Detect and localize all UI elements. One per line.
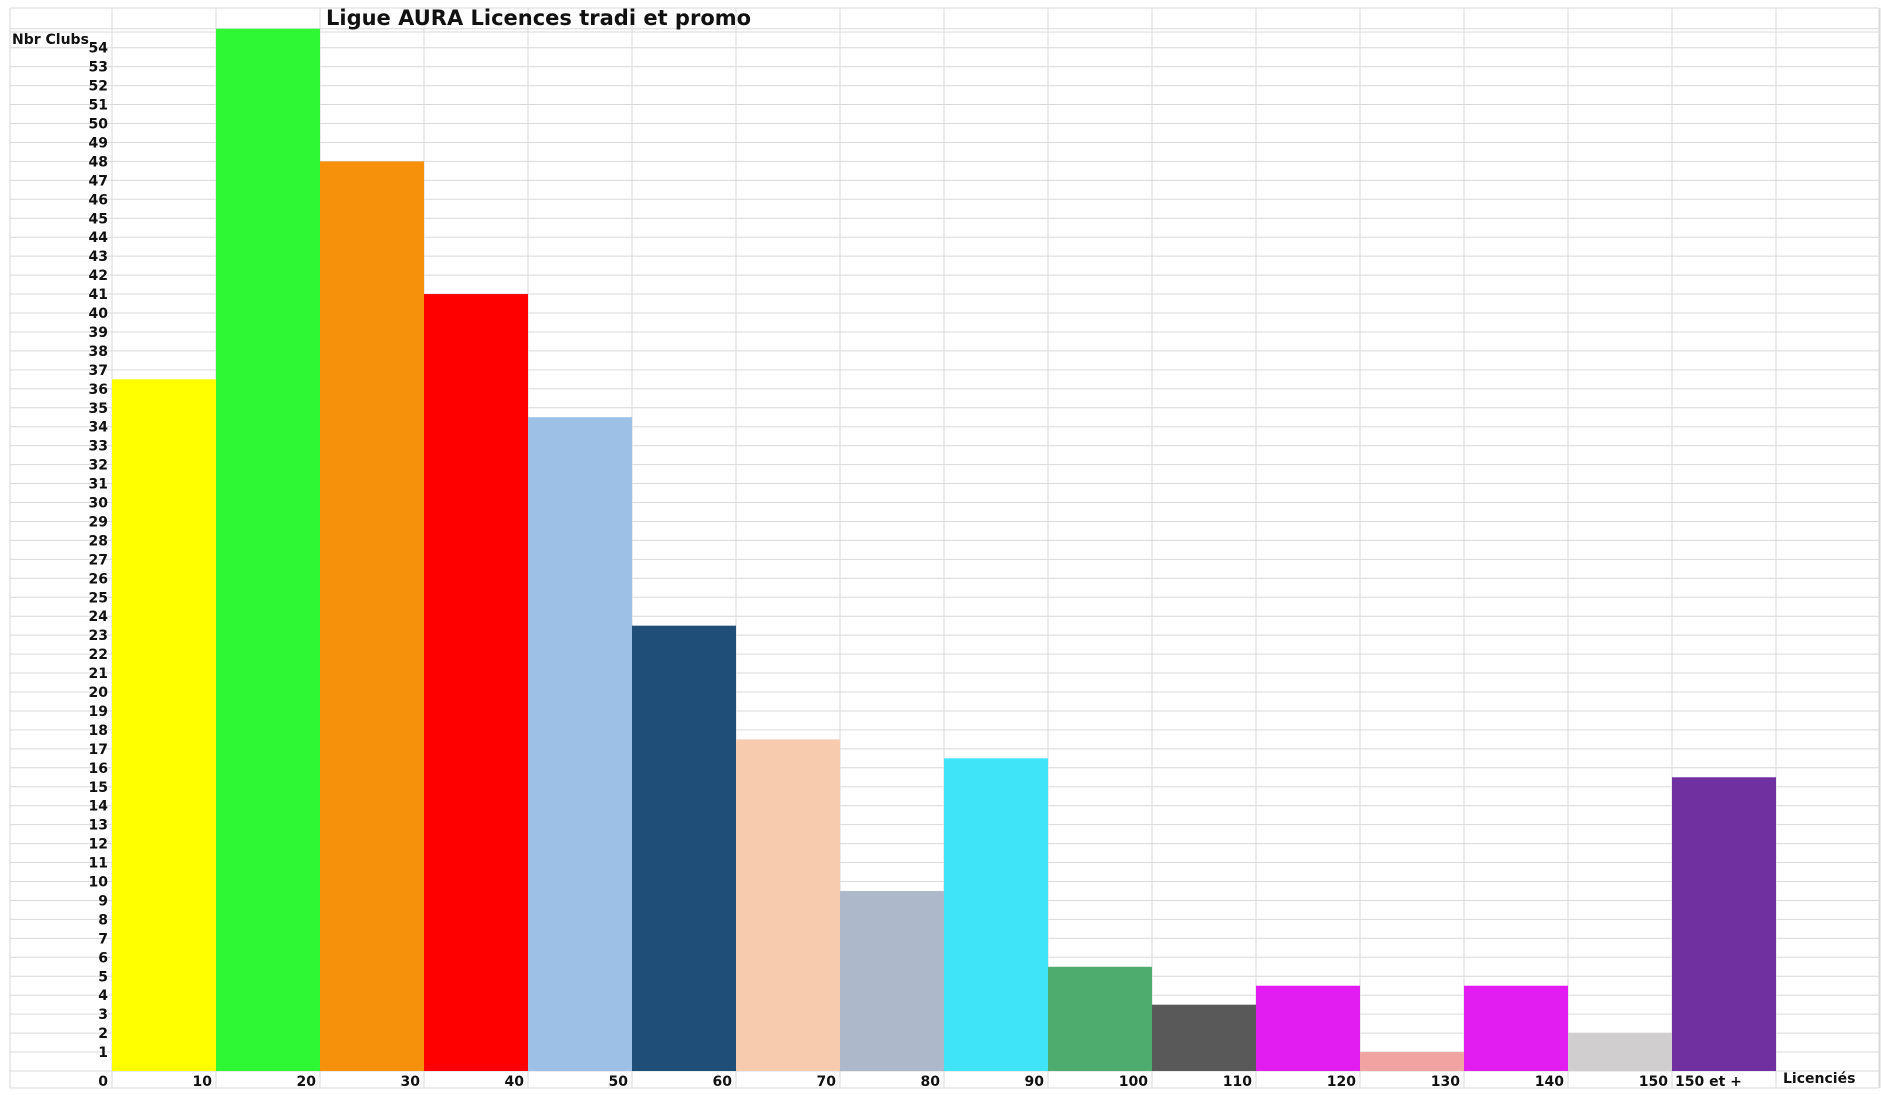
- y-tick-label: 39: [89, 325, 108, 341]
- y-tick-label: 48: [89, 154, 108, 170]
- bar-20-30: [320, 161, 424, 1071]
- y-tick-label: 36: [89, 382, 108, 398]
- y-tick-labels: 1234567891011121314151617181920212223242…: [89, 41, 109, 1061]
- y-tick-label: 24: [89, 609, 109, 625]
- y-tick-label: 37: [89, 363, 108, 379]
- y-tick-label: 27: [89, 552, 108, 568]
- bar-40-50: [528, 417, 632, 1072]
- x-tick-label: 30: [401, 1074, 421, 1090]
- y-tick-label: 28: [89, 533, 108, 549]
- y-tick-label: 3: [98, 1007, 108, 1023]
- y-tick-label: 23: [89, 628, 108, 644]
- y-tick-label: 47: [89, 173, 108, 189]
- bar-100-110: [1152, 1004, 1256, 1071]
- y-tick-label: 46: [89, 192, 108, 208]
- y-tick-label: 43: [89, 249, 108, 265]
- y-tick-label: 44: [89, 230, 109, 246]
- y-tick-label: 35: [89, 401, 108, 417]
- x-tick-labels: 0 10 20 30 40 50 60 70 80 90 100 110 120 130 140 150 150…: [98, 1074, 1742, 1090]
- x-tick-label: 100: [1119, 1074, 1148, 1090]
- y-tick-label: 7: [98, 931, 108, 947]
- bar-140-150: [1568, 1033, 1672, 1071]
- y-tick-label: 19: [89, 704, 108, 720]
- bar-30-40: [424, 294, 528, 1071]
- x-tick-label: 120: [1327, 1074, 1356, 1090]
- y-tick-label: 33: [89, 439, 108, 455]
- y-tick-label: 42: [89, 268, 108, 284]
- y-tick-label: 13: [89, 818, 108, 834]
- y-tick-label: 30: [89, 496, 109, 512]
- y-tick-label: 50: [89, 117, 109, 133]
- x-tick-label: 80: [921, 1074, 941, 1090]
- y-tick-label: 4: [98, 988, 108, 1004]
- y-tick-label: 15: [89, 780, 108, 796]
- y-tick-label: 22: [89, 647, 108, 663]
- y-tick-label: 5: [98, 969, 108, 985]
- y-tick-label: 12: [89, 837, 108, 853]
- bar-10-20: [216, 28, 320, 1071]
- x-tick-label: 10: [193, 1074, 213, 1090]
- y-tick-label: 32: [89, 458, 108, 474]
- y-tick-label: 18: [89, 723, 108, 739]
- bar-50-60: [632, 625, 736, 1071]
- x-tick-label: 0: [98, 1074, 108, 1090]
- y-tick-label: 14: [89, 799, 109, 815]
- y-tick-label: 1: [98, 1045, 108, 1061]
- y-tick-label: 10: [89, 875, 109, 891]
- y-axis-label: Nbr Clubs: [12, 32, 89, 48]
- y-tick-label: 16: [89, 761, 108, 777]
- bar-90-100: [1048, 966, 1152, 1071]
- y-tick-label: 53: [89, 60, 108, 76]
- y-tick-label: 6: [98, 950, 108, 966]
- y-tick-label: 2: [98, 1026, 108, 1042]
- x-tick-label: 70: [817, 1074, 837, 1090]
- x-tick-label: 140: [1535, 1074, 1564, 1090]
- y-tick-label: 38: [89, 344, 108, 360]
- bar-110-120: [1256, 985, 1360, 1071]
- y-tick-label: 31: [89, 477, 108, 493]
- y-tick-label: 21: [89, 666, 108, 682]
- y-tick-label: 9: [98, 893, 108, 909]
- y-tick-label: 54: [89, 41, 109, 57]
- y-tick-label: 51: [89, 98, 108, 114]
- y-tick-label: 8: [98, 912, 108, 928]
- bar-130-140: [1464, 985, 1568, 1071]
- y-tick-label: 52: [89, 79, 108, 95]
- x-tick-label: 40: [505, 1074, 525, 1090]
- x-tick-label: 60: [713, 1074, 733, 1090]
- x-tick-label: 150 et +: [1675, 1074, 1742, 1090]
- x-tick-label: 150: [1639, 1074, 1668, 1090]
- x-tick-label: 50: [609, 1074, 629, 1090]
- x-tick-label: 20: [297, 1074, 317, 1090]
- bar-70-80: [840, 890, 944, 1071]
- bar-150-160: [1672, 777, 1776, 1071]
- x-tick-label: 130: [1431, 1074, 1460, 1090]
- y-tick-label: 11: [89, 856, 108, 872]
- y-tick-label: 49: [89, 135, 108, 151]
- x-tick-label: 90: [1025, 1074, 1045, 1090]
- bar-0-10: [112, 379, 216, 1071]
- bars: [112, 28, 1776, 1072]
- chart-title: Ligue AURA Licences tradi et promo: [326, 6, 752, 30]
- y-tick-label: 20: [89, 685, 109, 701]
- x-axis-label: Licenciés: [1783, 1071, 1856, 1087]
- y-tick-label: 40: [89, 306, 109, 322]
- y-tick-label: 29: [89, 514, 108, 530]
- y-tick-label: 17: [89, 742, 108, 758]
- bar-120-130: [1360, 1052, 1464, 1071]
- bar-80-90: [944, 758, 1048, 1071]
- y-tick-label: 25: [89, 590, 108, 606]
- y-tick-label: 45: [89, 211, 108, 227]
- bar-60-70: [736, 739, 840, 1071]
- y-tick-label: 34: [89, 420, 109, 436]
- y-tick-label: 41: [89, 287, 108, 303]
- x-tick-label: 110: [1223, 1074, 1252, 1090]
- y-tick-label: 26: [89, 571, 108, 587]
